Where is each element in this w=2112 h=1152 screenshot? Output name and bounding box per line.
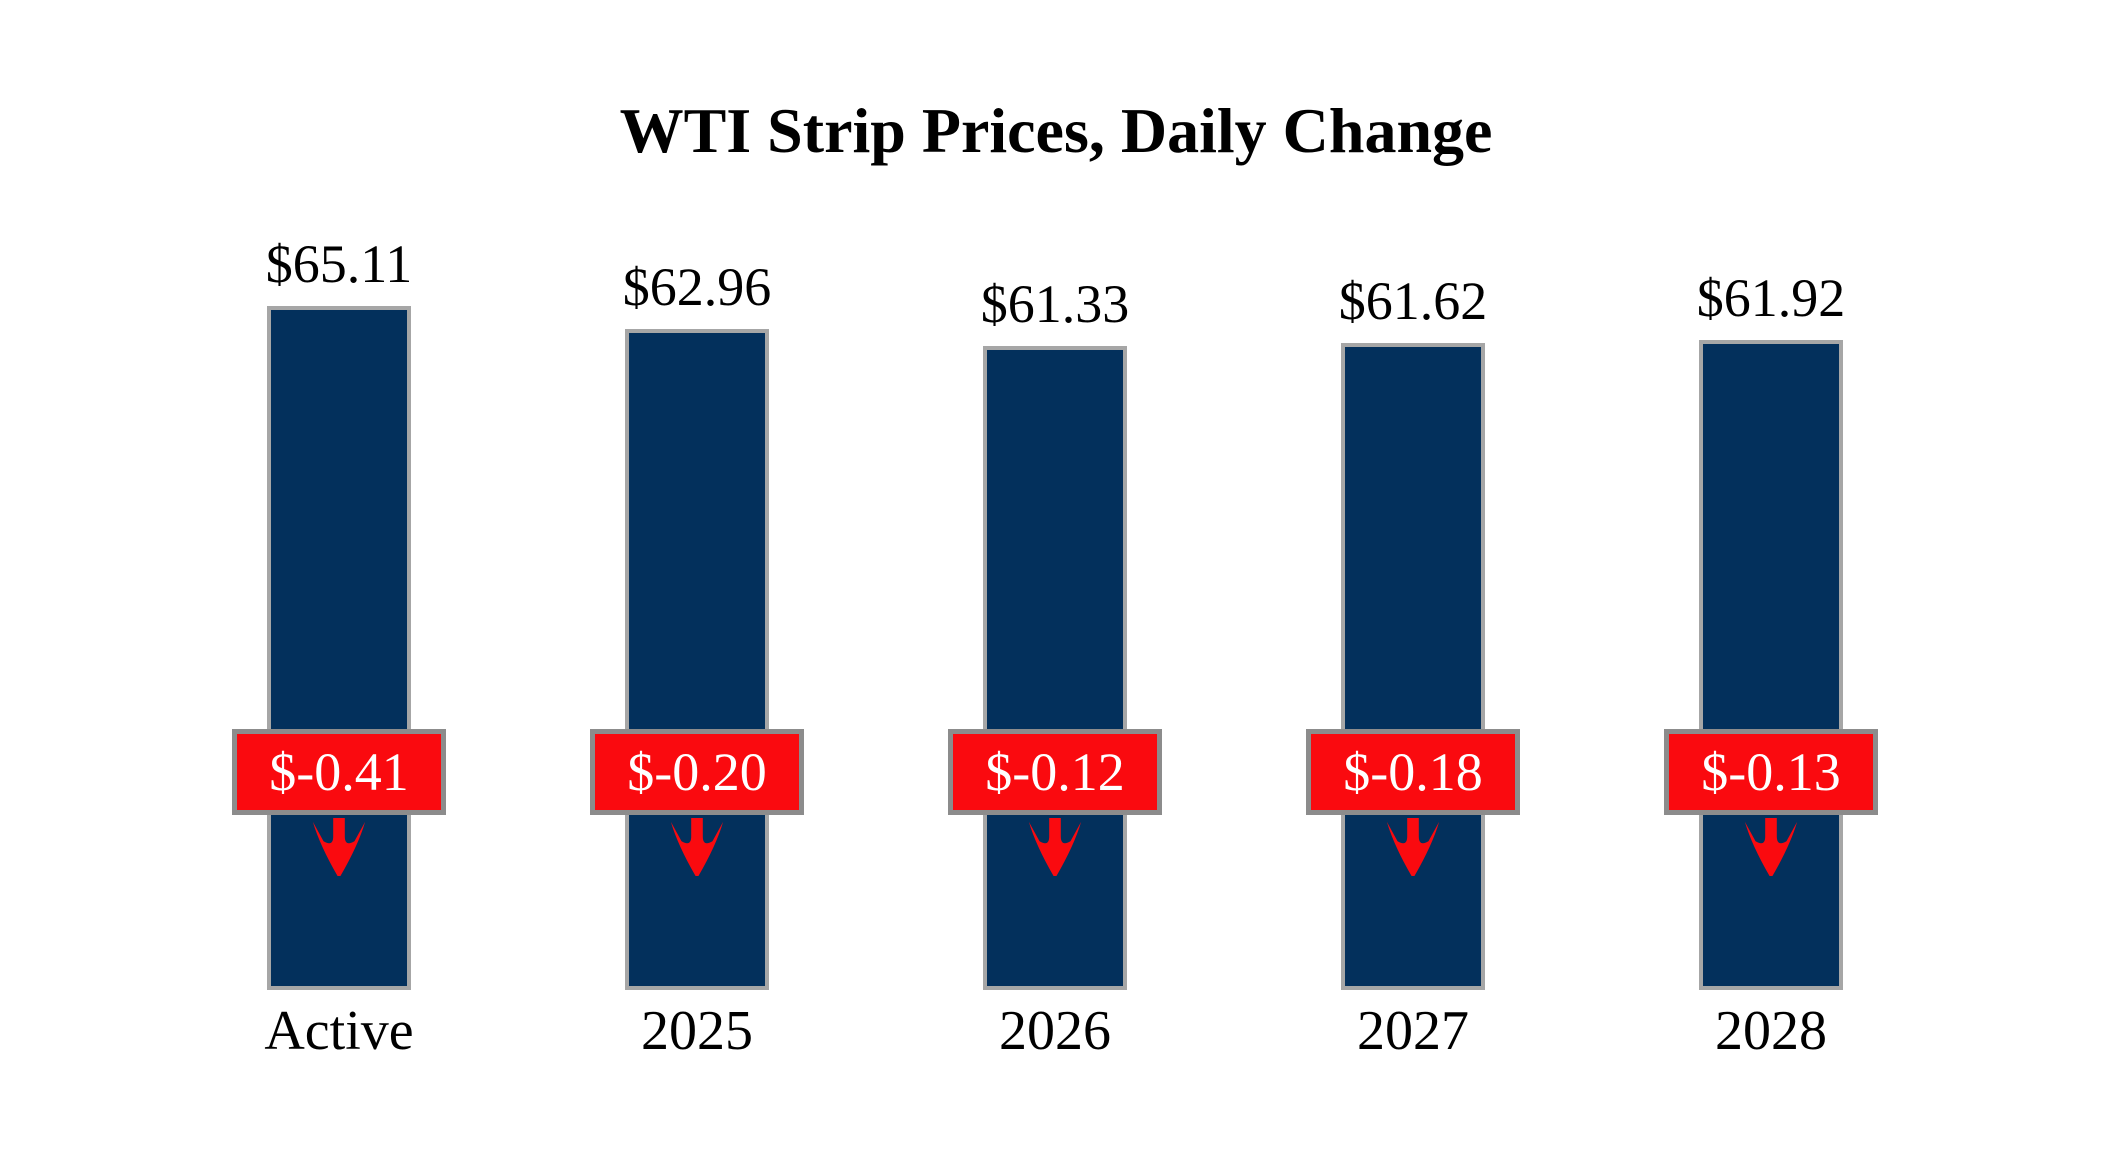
category-label: 2028 [1715, 1000, 1827, 1062]
daily-change-badge: $-0.41 [232, 729, 446, 815]
bar [1341, 343, 1485, 990]
category-label: 2025 [641, 1000, 753, 1062]
chart-title: WTI Strip Prices, Daily Change [619, 95, 1493, 166]
daily-change-badge: $-0.20 [590, 729, 804, 815]
bar-value-label: $61.33 [980, 274, 1130, 334]
bar [983, 346, 1127, 990]
bar-value-label: $61.62 [1338, 271, 1488, 331]
daily-change-badge: $-0.18 [1306, 729, 1520, 815]
bar-value-label: $62.96 [622, 257, 772, 317]
down-arrow-icon [670, 818, 724, 876]
bar-value-label: $65.11 [265, 234, 413, 294]
category-label: 2026 [999, 1000, 1111, 1062]
down-arrow-icon [1028, 818, 1082, 876]
down-arrow-icon [1744, 818, 1798, 876]
down-arrow-icon [312, 818, 366, 876]
down-arrow-icon [1386, 818, 1440, 876]
bar [1699, 340, 1843, 990]
daily-change-badge: $-0.12 [948, 729, 1162, 815]
category-label: Active [264, 1000, 414, 1062]
category-label: 2027 [1357, 1000, 1469, 1062]
bar [267, 306, 411, 990]
daily-change-badge: $-0.13 [1664, 729, 1878, 815]
bar-value-label: $61.92 [1696, 268, 1846, 328]
bar [625, 329, 769, 990]
